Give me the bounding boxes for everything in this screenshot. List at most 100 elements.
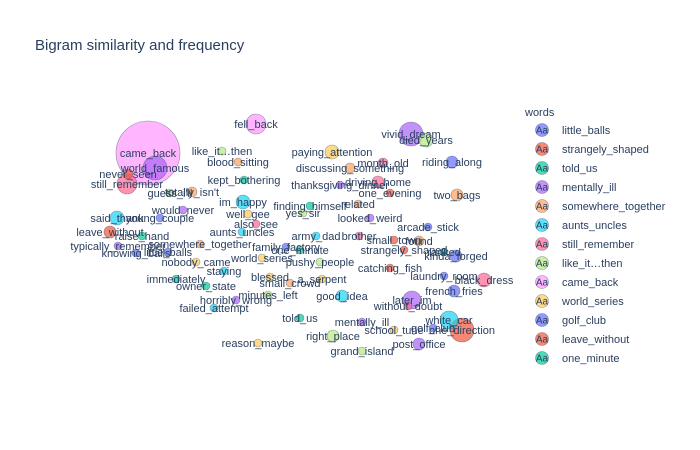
bubble-point[interactable] bbox=[449, 249, 463, 263]
bubble-point[interactable] bbox=[155, 213, 165, 223]
bubble-point[interactable] bbox=[285, 278, 295, 288]
bubble-point[interactable] bbox=[243, 209, 253, 219]
bubble-point[interactable] bbox=[231, 295, 241, 305]
bubble-point[interactable] bbox=[428, 323, 438, 333]
bubble-point[interactable] bbox=[163, 247, 173, 257]
bubble-point[interactable] bbox=[137, 231, 147, 241]
bubble-point[interactable] bbox=[122, 168, 134, 180]
bubble-point[interactable] bbox=[305, 201, 315, 211]
bubble-point[interactable] bbox=[399, 245, 409, 255]
bubble-point[interactable] bbox=[371, 175, 385, 189]
bubble-point[interactable] bbox=[389, 235, 399, 245]
bubble-point[interactable] bbox=[423, 222, 433, 232]
bubble-point[interactable] bbox=[365, 213, 375, 223]
bubble-point[interactable] bbox=[377, 157, 389, 169]
bubble-point[interactable] bbox=[263, 290, 273, 300]
bubble-label: finding_himself bbox=[273, 201, 347, 213]
bubble-point[interactable] bbox=[354, 231, 364, 241]
bubble-label: strangely_shaped bbox=[361, 245, 448, 257]
bubble-point[interactable] bbox=[413, 235, 425, 247]
bubble-point[interactable] bbox=[178, 205, 188, 215]
bubble-point[interactable] bbox=[103, 225, 117, 239]
bubble-label: blessed bbox=[251, 272, 289, 284]
bubble-point[interactable] bbox=[201, 281, 211, 291]
bubble-point[interactable] bbox=[295, 313, 305, 323]
legend-item[interactable]: Aa leave_without bbox=[535, 332, 630, 347]
bubble-point[interactable] bbox=[439, 271, 449, 281]
bubble-point[interactable] bbox=[251, 219, 261, 229]
bubble-point[interactable] bbox=[186, 186, 198, 198]
bubble-point[interactable] bbox=[217, 146, 227, 156]
legend-item[interactable]: Aa came_back bbox=[535, 275, 619, 290]
bubble-point[interactable] bbox=[257, 253, 267, 263]
legend-label: world_series bbox=[561, 296, 624, 308]
bubble-point[interactable] bbox=[476, 272, 492, 288]
legend-label: one_minute bbox=[562, 353, 620, 365]
bubble-point[interactable] bbox=[335, 289, 349, 303]
legend-item[interactable]: Aa like_it…then bbox=[535, 256, 623, 271]
bubble-point[interactable] bbox=[439, 247, 449, 257]
legend-swatch bbox=[535, 180, 549, 194]
legend-item[interactable]: Aa told_us bbox=[535, 161, 598, 176]
legend-item[interactable]: Aa aunts_uncles bbox=[535, 218, 628, 233]
legend-swatch-glyph: Aa bbox=[536, 240, 549, 251]
bubble-point[interactable] bbox=[253, 338, 263, 348]
legend-item[interactable]: Aa strangely_shaped bbox=[535, 142, 649, 157]
bubble-point[interactable] bbox=[171, 274, 181, 284]
bubble-point[interactable] bbox=[235, 194, 251, 210]
bubble-point[interactable] bbox=[357, 317, 367, 327]
legend-swatch-glyph: Aa bbox=[536, 164, 549, 175]
legend-item[interactable]: Aa mentally_ill bbox=[535, 180, 617, 195]
bubble-point[interactable] bbox=[403, 301, 413, 311]
bubble-point[interactable] bbox=[195, 239, 205, 249]
bubble-point[interactable] bbox=[311, 231, 321, 241]
bubble-point[interactable] bbox=[245, 113, 267, 135]
legend-item[interactable]: Aa one_minute bbox=[535, 351, 620, 366]
legend-item[interactable]: Aa little_balls bbox=[535, 123, 611, 138]
bubble-point[interactable] bbox=[385, 188, 395, 198]
bubble-point[interactable] bbox=[317, 274, 327, 284]
bubble-label: well_gee bbox=[225, 209, 269, 221]
legend-item[interactable]: Aa golf_club bbox=[535, 313, 607, 328]
bubble-point[interactable] bbox=[265, 272, 275, 282]
bubble-point[interactable] bbox=[439, 310, 459, 330]
legend-swatch bbox=[535, 123, 549, 137]
bubble-point[interactable] bbox=[315, 257, 325, 267]
bubble-point[interactable] bbox=[412, 337, 426, 351]
bubble-point[interactable] bbox=[165, 188, 175, 198]
bubble-point[interactable] bbox=[445, 155, 459, 169]
bubble-label: without_doubt bbox=[373, 301, 443, 313]
bubble-point[interactable] bbox=[357, 346, 367, 356]
bubble-point[interactable] bbox=[113, 241, 123, 251]
bubble-point[interactable] bbox=[418, 132, 434, 148]
bubble-point[interactable] bbox=[450, 188, 464, 202]
legend-item[interactable]: Aa world_series bbox=[535, 294, 625, 309]
bubble-point[interactable] bbox=[219, 266, 229, 276]
bubble-label: aunts_uncles bbox=[210, 227, 275, 239]
bubble-point[interactable] bbox=[281, 242, 291, 252]
legend-item[interactable]: Aa still_remember bbox=[535, 237, 635, 252]
bubble-point[interactable] bbox=[209, 303, 219, 313]
bubble-point[interactable] bbox=[131, 248, 141, 258]
bubble-point[interactable] bbox=[191, 257, 201, 267]
bubble-point[interactable] bbox=[109, 210, 125, 226]
bubble-point[interactable] bbox=[353, 199, 363, 209]
bubble-label: yes_sir bbox=[286, 208, 321, 220]
bubble-point[interactable] bbox=[324, 144, 340, 160]
bubble-point[interactable] bbox=[335, 180, 345, 190]
bubble-point[interactable] bbox=[233, 157, 243, 167]
bubble-point[interactable] bbox=[295, 245, 305, 255]
bubble-label: kept_bothering bbox=[208, 175, 281, 187]
bubble-point[interactable] bbox=[389, 325, 399, 335]
bubble-point[interactable] bbox=[447, 284, 461, 298]
legend-item[interactable]: Aa somewhere_together bbox=[535, 199, 666, 214]
bubble-point[interactable] bbox=[298, 208, 308, 218]
bubble-point[interactable] bbox=[344, 162, 356, 174]
bubble-point[interactable] bbox=[237, 227, 247, 237]
bubble-point[interactable] bbox=[239, 175, 249, 185]
bubble-point[interactable] bbox=[385, 263, 395, 273]
bubble-point[interactable] bbox=[326, 329, 340, 343]
bubble-point[interactable] bbox=[142, 155, 168, 181]
legend-swatch-glyph: Aa bbox=[536, 202, 549, 213]
